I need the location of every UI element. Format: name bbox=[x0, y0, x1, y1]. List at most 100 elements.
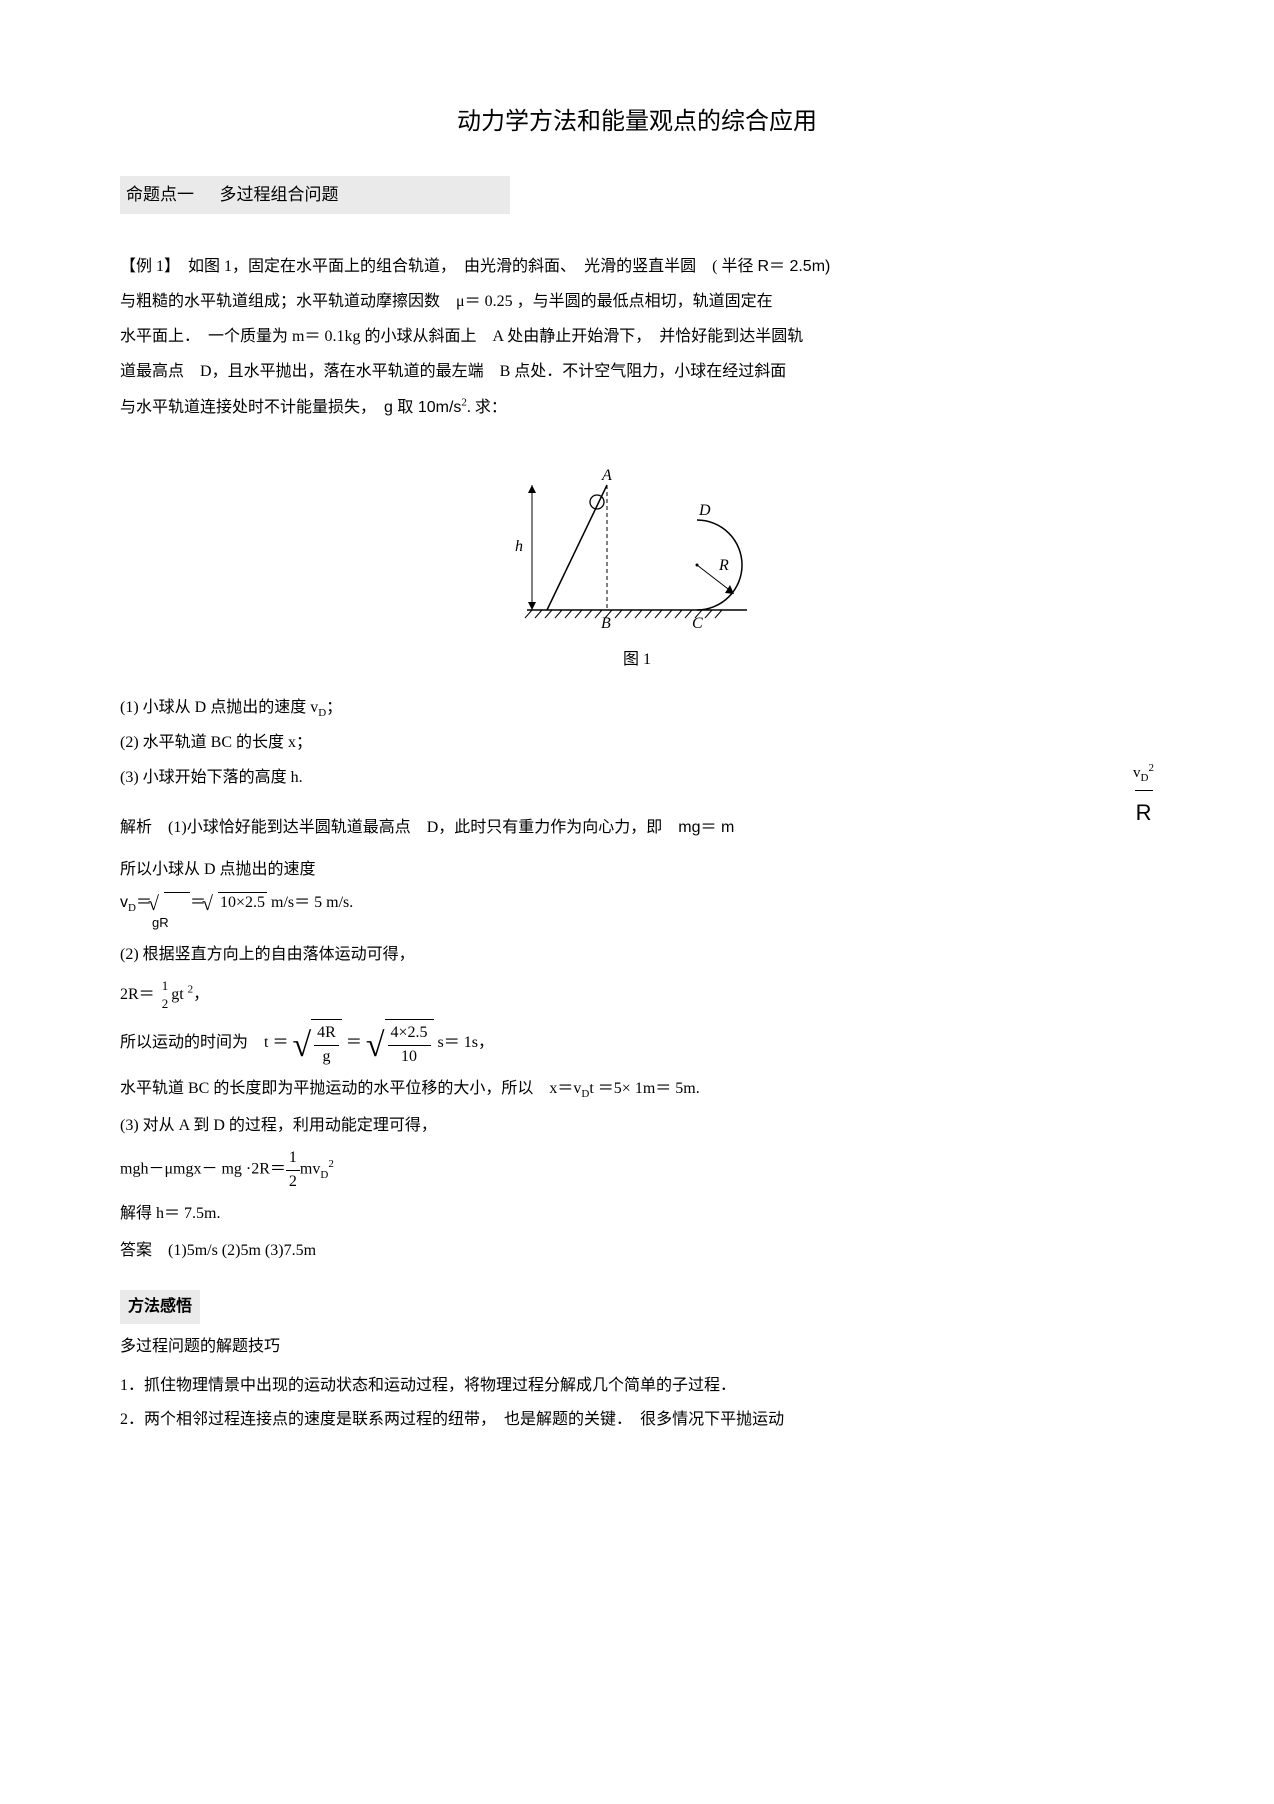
svg-text:D: D bbox=[698, 502, 711, 519]
sqrt-4r-g: √4Rg bbox=[292, 1019, 341, 1068]
problem-l1e: R＝ 2.5m) bbox=[757, 258, 830, 275]
s3f: m/s＝ 5 m/s. bbox=[267, 894, 353, 911]
solution-block: 解析 (1)小球恰好能到达半圆轨道最高点 D，此时只有重力作为向心力，即 mg＝… bbox=[120, 813, 1154, 1266]
s6d: ＝ bbox=[346, 1034, 362, 1051]
m2a: 2．两个相邻过程连接点的速度是联系两过程的纽带， bbox=[120, 1411, 488, 1428]
s4: (2) 根据竖直方向上的自由落体运动可得， bbox=[120, 940, 1154, 970]
answer-line: 答案 (1)5m/s (2)5m (3)7.5m bbox=[120, 1236, 1154, 1266]
problem-l1a: 如图 1，固定在水平面上的组合轨道， bbox=[172, 258, 448, 275]
figure-svg: h A B C D R bbox=[497, 455, 777, 635]
sqrt-gr bbox=[152, 892, 190, 912]
s9den: 2 bbox=[286, 1171, 300, 1193]
section-title-text: 多过程组合问题 bbox=[220, 185, 339, 204]
problem-l1c: 光滑的竖直半圆 bbox=[584, 258, 696, 275]
s6e2: 10 bbox=[388, 1046, 431, 1068]
frac-num-v: v bbox=[1133, 765, 1141, 781]
method-item-2: 2．两个相邻过程连接点的速度是联系两过程的纽带， 也是解题的关键． 很多情况下平… bbox=[120, 1405, 1154, 1435]
answer-text: (1)5m/s (2)5m (3)7.5m bbox=[168, 1242, 316, 1259]
m2c: 很多情况下平抛运动 bbox=[640, 1411, 784, 1428]
question-3: (3) 小球开始下落的高度 h. bbox=[120, 763, 1154, 793]
q1-sub: D bbox=[318, 707, 326, 719]
page-title: 动力学方法和能量观点的综合应用 bbox=[120, 100, 1154, 146]
section-label: 命题点一 bbox=[126, 185, 194, 204]
section-header: 命题点一 多过程组合问题 bbox=[120, 176, 510, 214]
s3e: 10×2.5 bbox=[218, 892, 267, 912]
svg-text:h: h bbox=[515, 538, 523, 555]
s7b: x＝v bbox=[549, 1080, 581, 1097]
eq-energy: mgh－μmgx－ mg ·2R＝12mvD2 bbox=[120, 1147, 1154, 1193]
problem-l4c: B 点处．不计空气阻力，小球在经过斜面 bbox=[500, 363, 787, 380]
s1d: mg＝ m bbox=[678, 819, 734, 836]
problem-l5b: g 取 10m/s bbox=[384, 399, 461, 416]
frac-half2: 12 bbox=[286, 1147, 300, 1193]
s5b: 1 bbox=[159, 977, 172, 995]
s9sup: 2 bbox=[328, 1159, 334, 1171]
method-subtitle: 多过程问题的解题技巧 bbox=[120, 1332, 1154, 1362]
problem-l4b: D，且水平抛出，落在水平轨道的最左端 bbox=[200, 363, 484, 380]
figure-caption: 图 1 bbox=[120, 645, 1154, 675]
s7a: 水平轨道 BC 的长度即为平抛运动的水平位移的大小，所以 bbox=[120, 1080, 533, 1097]
s7c: t ＝5× 1m＝ 5m. bbox=[589, 1080, 699, 1097]
problem-l5a: 与水平轨道连接处时不计能量损失， bbox=[120, 399, 368, 416]
figure: h A B C D R bbox=[120, 455, 1154, 635]
section-title bbox=[198, 185, 215, 204]
eq-vd: vD＝ ＝10×2.5 m/s＝ 5 m/s. gR bbox=[120, 892, 1154, 935]
s5c: 2 bbox=[159, 995, 172, 1013]
s6b: t ＝ bbox=[264, 1034, 288, 1051]
question-1: (1) 小球从 D 点抛出的速度 vD； bbox=[120, 693, 1154, 724]
problem-l3d: A 处由静止开始滑下， bbox=[493, 328, 644, 345]
centripetal-fraction: vD2 R bbox=[1133, 758, 1154, 834]
s9b: mv bbox=[300, 1161, 320, 1178]
sqrt-val: √4×2.510 bbox=[366, 1019, 434, 1068]
s6e: 4×2.5 bbox=[388, 1022, 431, 1045]
frac-num-sub: D bbox=[1141, 772, 1149, 784]
s2: 所以小球从 D 点抛出的速度 bbox=[120, 855, 1154, 885]
q1-end: ； bbox=[326, 699, 342, 716]
problem-l4a: 道最高点 bbox=[120, 363, 184, 380]
eq-t: 所以运动的时间为 t ＝ √4Rg ＝ √4×2.510 s＝ 1s， bbox=[120, 1019, 1154, 1068]
problem-l2b: μ＝ 0.25 ，与半圆的最低点相切，轨道固定在 bbox=[456, 293, 773, 310]
s3sub: D bbox=[128, 902, 136, 914]
method-box-label: 方法感悟 bbox=[120, 1290, 200, 1324]
sol-label: 解析 bbox=[120, 819, 152, 836]
s8: (3) 对从 A 到 D 的过程，利用动能定理可得， bbox=[120, 1111, 1154, 1141]
problem-l2a: 与粗糙的水平轨道组成；水平轨道动摩擦因数 bbox=[120, 293, 440, 310]
s7: 水平轨道 BC 的长度即为平抛运动的水平位移的大小，所以 x＝vDt ＝5× 1… bbox=[120, 1074, 1154, 1105]
svg-text:B: B bbox=[601, 615, 611, 632]
frac-den-r: R bbox=[1133, 792, 1154, 834]
problem-l3a: 水平面上． bbox=[120, 328, 192, 345]
s1b: (1)小球恰好能到达半圆轨道最高点 bbox=[168, 819, 411, 836]
problem-l3e: 并恰好能到达半圆轨 bbox=[659, 328, 803, 345]
s6c2: g bbox=[314, 1046, 339, 1068]
s6f: s＝ 1s， bbox=[438, 1034, 494, 1051]
frac-half: 12 bbox=[159, 977, 172, 1013]
method-item-1: 1．抓住物理情景中出现的运动状态和运动过程，将物理过程分解成几个简单的子过程． bbox=[120, 1371, 1154, 1401]
s6a: 所以运动的时间为 bbox=[120, 1034, 248, 1051]
s5f: ， bbox=[193, 986, 209, 1003]
s5d: gt bbox=[171, 986, 183, 1003]
m2b: 也是解题的关键． bbox=[504, 1411, 624, 1428]
svg-text:A: A bbox=[601, 467, 612, 484]
problem-l5c: . 求： bbox=[467, 399, 507, 416]
eq-2r: 2R＝ 12gt 2 ， bbox=[120, 977, 1154, 1013]
svg-text:R: R bbox=[718, 557, 729, 574]
s9num: 1 bbox=[286, 1147, 300, 1170]
s5a: 2R＝ bbox=[120, 986, 155, 1003]
s3a: v bbox=[120, 894, 128, 911]
q1-text: (1) 小球从 D 点抛出的速度 v bbox=[120, 699, 318, 716]
s3c-gr: gR bbox=[152, 915, 169, 930]
problem-l3b: 一个质量为 bbox=[208, 328, 288, 345]
problem-paragraph: 【例 1】 如图 1，固定在水平面上的组合轨道， 由光滑的斜面、 光滑的竖直半圆… bbox=[120, 249, 1154, 425]
s9a: mgh－μmgx－ mg ·2R＝ bbox=[120, 1161, 286, 1178]
answer-label: 答案 bbox=[120, 1242, 152, 1259]
s1c: D，此时只有重力作为向心力，即 bbox=[427, 819, 663, 836]
problem-l1d: ( 半径 bbox=[712, 258, 753, 275]
svg-text:C: C bbox=[692, 615, 703, 632]
sqrt-value: 10×2.5 bbox=[206, 892, 267, 912]
problem-l3c: m＝ 0.1kg 的小球从斜面上 bbox=[292, 328, 476, 345]
problem-l1b: 由光滑的斜面、 bbox=[464, 258, 568, 275]
question-2: (2) 水平轨道 BC 的长度 x； bbox=[120, 728, 1154, 758]
example-label: 【例 1】 bbox=[120, 258, 172, 275]
s6c: 4R bbox=[314, 1022, 339, 1045]
frac-num-sup: 2 bbox=[1149, 762, 1155, 774]
